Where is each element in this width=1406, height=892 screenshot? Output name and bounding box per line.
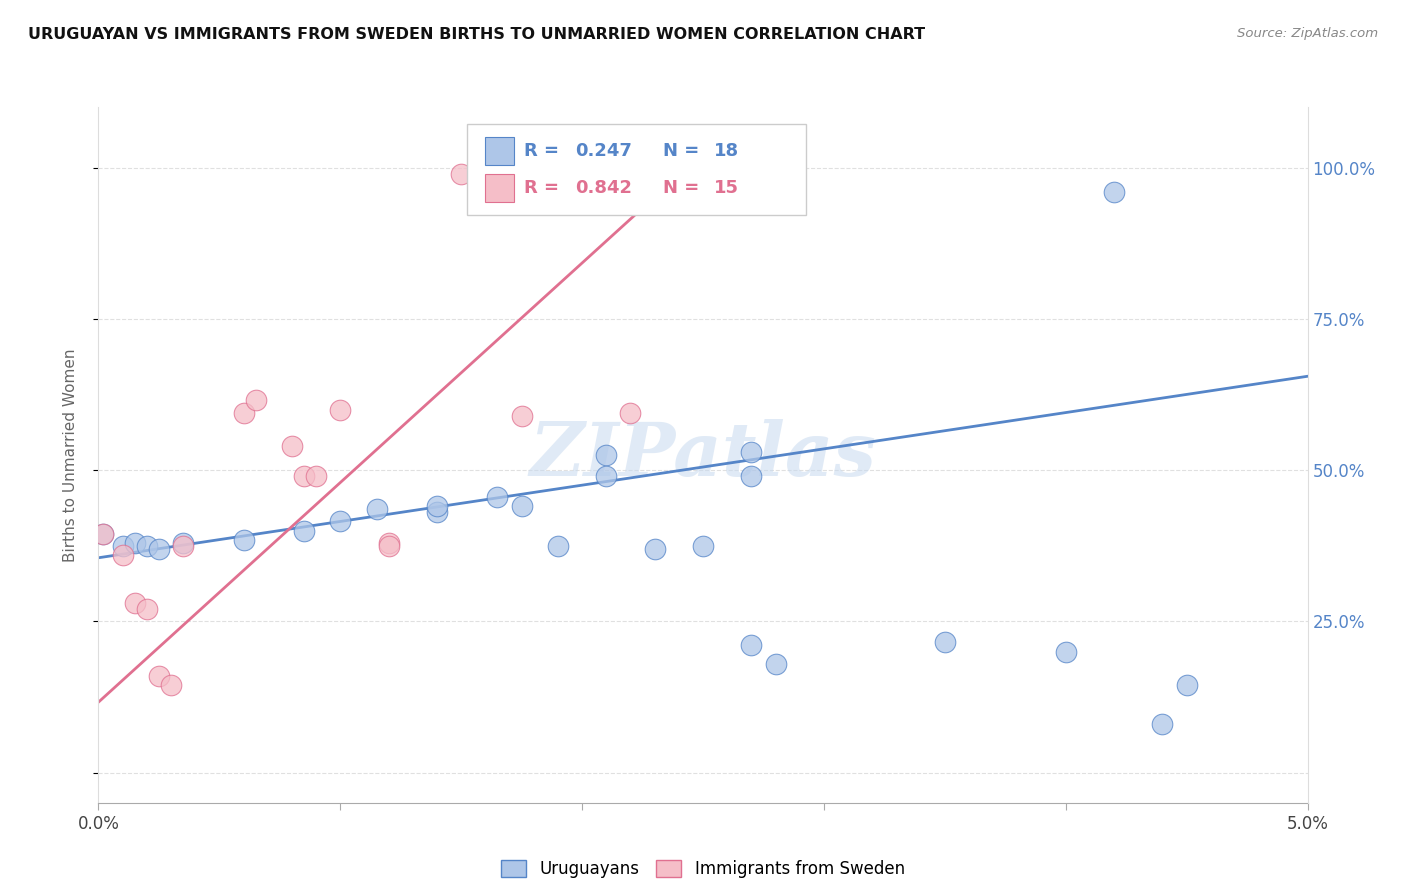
Point	[292, 469, 315, 483]
FancyBboxPatch shape	[467, 124, 806, 215]
Point	[124, 535, 146, 549]
Point	[1054, 644, 1077, 658]
Point	[692, 539, 714, 553]
Point	[595, 469, 617, 483]
Point	[172, 535, 194, 549]
Point	[124, 596, 146, 610]
Point	[366, 502, 388, 516]
Point	[510, 409, 533, 423]
Text: 0.842: 0.842	[575, 179, 631, 197]
Text: N =: N =	[664, 179, 706, 197]
Point	[740, 445, 762, 459]
Text: 15: 15	[714, 179, 740, 197]
Point	[329, 402, 352, 417]
Point	[1102, 185, 1125, 199]
Point	[292, 524, 315, 538]
Y-axis label: Births to Unmarried Women: Births to Unmarried Women	[63, 348, 77, 562]
Bar	[485, 137, 515, 165]
Point	[305, 469, 328, 483]
Point	[510, 500, 533, 514]
Text: R =: R =	[524, 179, 565, 197]
Point	[148, 669, 170, 683]
Point	[595, 448, 617, 462]
Point	[619, 406, 641, 420]
Bar	[485, 174, 515, 202]
Point	[765, 657, 787, 671]
Point	[245, 393, 267, 408]
Point	[281, 439, 304, 453]
Point	[426, 500, 449, 514]
Point	[547, 539, 569, 553]
Point	[148, 541, 170, 556]
Text: ZIPatlas: ZIPatlas	[530, 418, 876, 491]
Point	[91, 526, 114, 541]
Point	[450, 167, 472, 181]
Point	[111, 539, 134, 553]
Point	[91, 526, 114, 541]
Point	[426, 505, 449, 519]
Text: 0.247: 0.247	[575, 143, 631, 161]
Text: Source: ZipAtlas.com: Source: ZipAtlas.com	[1237, 27, 1378, 40]
Point	[111, 548, 134, 562]
Point	[135, 602, 157, 616]
Text: 18: 18	[714, 143, 740, 161]
Legend: Uruguayans, Immigrants from Sweden: Uruguayans, Immigrants from Sweden	[495, 854, 911, 885]
Point	[377, 535, 399, 549]
Point	[934, 635, 956, 649]
Point	[668, 167, 690, 181]
Point	[1175, 678, 1198, 692]
Point	[329, 515, 352, 529]
Point	[486, 490, 509, 504]
Text: N =: N =	[664, 143, 706, 161]
Point	[740, 639, 762, 653]
Text: R =: R =	[524, 143, 565, 161]
Point	[172, 539, 194, 553]
Point	[1152, 717, 1174, 731]
Point	[135, 539, 157, 553]
Point	[377, 539, 399, 553]
Point	[160, 678, 183, 692]
Point	[740, 469, 762, 483]
Point	[232, 406, 254, 420]
Point	[644, 541, 666, 556]
Point	[232, 533, 254, 547]
Text: URUGUAYAN VS IMMIGRANTS FROM SWEDEN BIRTHS TO UNMARRIED WOMEN CORRELATION CHART: URUGUAYAN VS IMMIGRANTS FROM SWEDEN BIRT…	[28, 27, 925, 42]
